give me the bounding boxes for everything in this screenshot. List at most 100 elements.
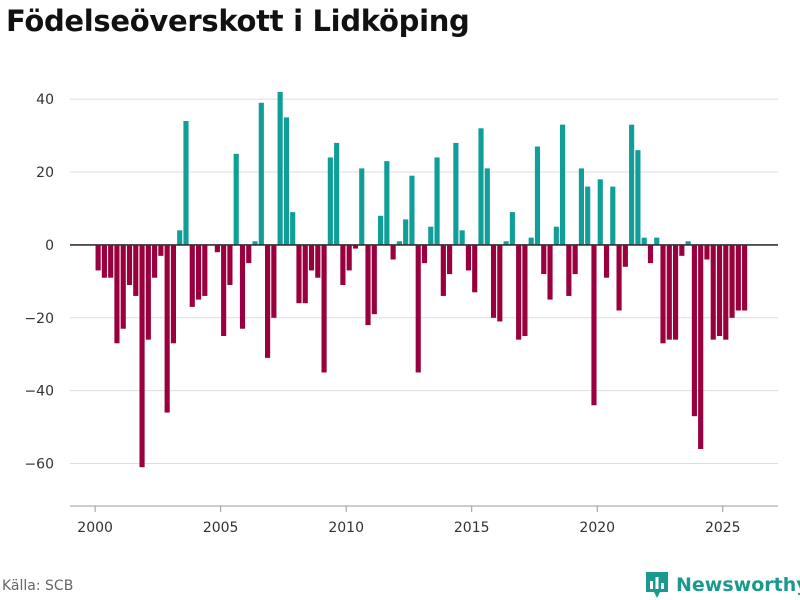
bar xyxy=(742,244,748,311)
bar xyxy=(440,244,446,296)
bar xyxy=(679,244,685,256)
bar xyxy=(170,244,177,344)
bar xyxy=(221,244,227,337)
source-note: Källa: SCB xyxy=(2,578,74,594)
bar xyxy=(189,244,195,307)
bar xyxy=(729,244,735,318)
bar xyxy=(409,175,415,245)
bar xyxy=(202,244,208,296)
y-tick-label: −60 xyxy=(24,457,54,473)
bar xyxy=(635,150,641,245)
y-tick-label: 40 xyxy=(36,92,54,108)
bar xyxy=(610,186,616,245)
bar xyxy=(710,244,716,340)
bar xyxy=(572,244,578,275)
bar xyxy=(516,244,522,340)
bar xyxy=(371,244,377,315)
bar xyxy=(716,244,723,337)
x-tick-label: 2005 xyxy=(203,520,239,536)
bar xyxy=(447,244,453,275)
chart-title: Födelseöverskott i Lidköping xyxy=(6,4,470,38)
bar xyxy=(302,244,308,304)
bar xyxy=(735,244,741,311)
bar xyxy=(509,212,515,245)
bar xyxy=(396,241,402,245)
bar xyxy=(252,241,258,245)
bar xyxy=(465,244,472,271)
y-tick-label: −20 xyxy=(24,311,54,327)
bar xyxy=(698,244,704,449)
bar xyxy=(403,219,409,245)
y-tick-label: 0 xyxy=(45,238,54,254)
bar xyxy=(152,244,158,278)
bar xyxy=(553,226,559,245)
bar xyxy=(377,215,384,245)
x-tick-label: 2010 xyxy=(328,520,364,536)
bar xyxy=(685,241,691,245)
bar xyxy=(126,244,133,285)
bar xyxy=(120,244,126,329)
bar xyxy=(227,244,233,285)
bar xyxy=(566,244,572,296)
bar xyxy=(145,244,151,340)
bar xyxy=(415,244,421,373)
bar xyxy=(352,244,359,249)
bar xyxy=(484,168,490,245)
bar xyxy=(654,237,660,245)
bar xyxy=(265,244,271,358)
bar xyxy=(603,244,610,278)
bar xyxy=(597,179,603,245)
x-tick-label: 2025 xyxy=(705,520,741,536)
bar xyxy=(239,244,246,329)
y-axis-labels: 40 20 0 −20 −40 −60 xyxy=(24,92,54,472)
newsworthy-logo-icon xyxy=(646,572,668,598)
bar xyxy=(585,186,591,245)
bar xyxy=(246,244,252,264)
bar xyxy=(346,244,352,271)
bar xyxy=(308,244,315,271)
bar xyxy=(158,244,164,256)
bar xyxy=(547,244,553,300)
bar xyxy=(108,244,114,278)
bar xyxy=(334,142,340,245)
bar xyxy=(214,244,220,253)
bar xyxy=(95,244,101,271)
bar xyxy=(195,244,202,300)
bar xyxy=(478,128,484,245)
bar xyxy=(365,244,371,326)
bar xyxy=(622,244,628,267)
bar xyxy=(101,244,107,278)
bar xyxy=(560,124,566,245)
bar xyxy=(629,124,635,245)
bar xyxy=(384,161,390,245)
bar xyxy=(434,157,440,245)
bar xyxy=(541,244,547,275)
bar xyxy=(503,241,509,245)
bar xyxy=(177,230,183,245)
bar xyxy=(359,168,365,245)
bar xyxy=(453,142,459,245)
bar xyxy=(672,244,679,340)
bar xyxy=(133,244,139,296)
bar xyxy=(233,153,239,245)
bar xyxy=(641,237,647,245)
bar xyxy=(271,244,277,318)
bar xyxy=(283,117,289,245)
bar xyxy=(647,244,654,264)
bar xyxy=(139,244,145,468)
y-tick-label: −40 xyxy=(24,384,54,400)
bar xyxy=(390,244,396,260)
bar xyxy=(578,168,584,245)
bar xyxy=(704,244,710,260)
x-tick-label: 2000 xyxy=(77,520,113,536)
bar xyxy=(616,244,622,311)
bar xyxy=(315,244,321,278)
bar xyxy=(528,237,534,245)
bar xyxy=(660,244,666,344)
bar xyxy=(114,244,120,344)
x-tick-label: 2015 xyxy=(454,520,490,536)
bar xyxy=(591,244,597,406)
bar xyxy=(164,244,170,413)
bar xyxy=(421,244,428,264)
brand-name: Newsworthy xyxy=(676,574,800,596)
